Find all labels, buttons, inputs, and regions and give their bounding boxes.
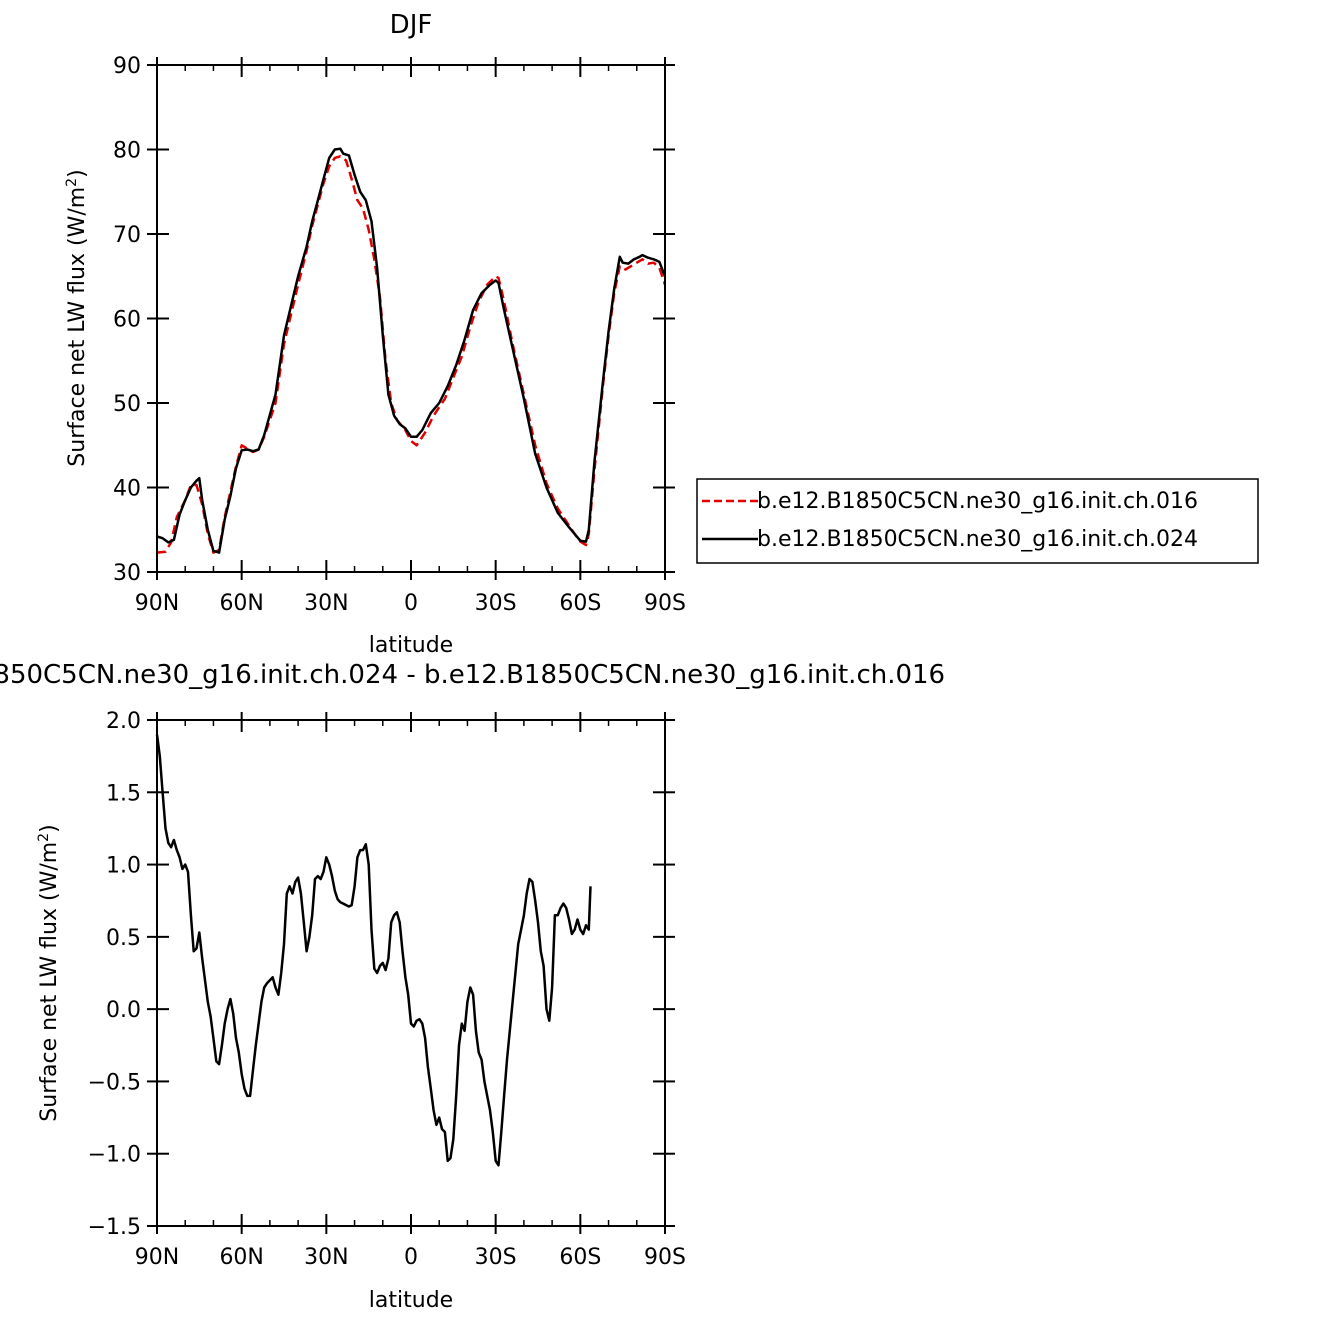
top-x-tick-label: 60S: [559, 591, 601, 616]
top-x-tick-label: 30S: [475, 591, 517, 616]
bottom-chart: b.e12.B1850C5CN.ne30_g16.init.ch.024 - b…: [0, 660, 945, 1313]
legend: b.e12.B1850C5CN.ne30_g16.init.ch.016 b.e…: [696, 478, 1259, 564]
bottom-chart-ylabel-sup: 2: [36, 833, 52, 842]
bottom-x-tick-label: 60N: [219, 1245, 263, 1270]
top-x-tick-label: 90S: [644, 591, 686, 616]
bottom-x-tick-label: 30S: [475, 1245, 517, 1270]
top-y-tick-label: 90: [113, 54, 141, 79]
bottom-chart-ylabel-main: Surface net LW flux (W/m: [37, 842, 62, 1122]
bottom-y-tick-label: 2.0: [106, 709, 141, 734]
top-chart-title: DJF: [390, 10, 433, 40]
bottom-chart-ylabel-close: ): [37, 824, 62, 833]
bottom-y-tick-label: −0.5: [88, 1070, 141, 1095]
top-chart-ylabel-sup: 2: [64, 178, 80, 187]
bottom-y-tick-label: 1.5: [106, 781, 141, 806]
legend-box: [696, 478, 1259, 564]
legend-entry-024: b.e12.B1850C5CN.ne30_g16.init.ch.024: [757, 527, 1198, 552]
top-x-tick-label: 30N: [304, 591, 348, 616]
top-chart-xlabel: latitude: [369, 633, 453, 658]
legend-entry-016: b.e12.B1850C5CN.ne30_g16.init.ch.016: [757, 489, 1198, 514]
top-chart-frame: [156, 64, 666, 573]
bottom-y-tick-label: −1.0: [88, 1143, 141, 1168]
top-series-line-1: [156, 147, 667, 554]
top-x-tick-label: 60N: [219, 591, 263, 616]
top-series-line-0: [156, 155, 667, 554]
top-y-tick-label: 80: [113, 139, 141, 164]
top-chart-ylabel: Surface net LW flux (W/m2): [64, 169, 90, 466]
top-x-tick-label: 90N: [135, 591, 179, 616]
bottom-chart-frame: [156, 719, 666, 1227]
top-chart: DJF 90N 60N 30N 0 30S 60S 90S 30 40 50 60 70 80 90 la…: [64, 10, 686, 658]
bottom-chart-title: b.e12.B1850C5CN.ne30_g16.init.ch.024 - b…: [0, 660, 945, 690]
top-chart-ylabel-main: Surface net LW flux (W/m: [65, 187, 90, 467]
top-y-tick-label: 40: [113, 477, 141, 502]
top-chart-ylabel-close: ): [65, 169, 90, 178]
top-y-tick-label: 30: [113, 561, 141, 586]
bottom-y-tick-label: −1.5: [88, 1215, 141, 1240]
bottom-y-tick-label: 1.0: [106, 854, 141, 879]
bottom-x-tick-label: 60S: [559, 1245, 601, 1270]
bottom-chart-xlabel: latitude: [369, 1288, 453, 1313]
bottom-x-tick-label: 30N: [304, 1245, 348, 1270]
bottom-series-line-0: [155, 734, 592, 1167]
bottom-x-tick-label: 90N: [135, 1245, 179, 1270]
top-y-tick-label: 50: [113, 392, 141, 417]
top-y-tick-label: 60: [113, 308, 141, 333]
bottom-y-tick-label: 0.0: [106, 998, 141, 1023]
bottom-y-tick-label: 0.5: [106, 926, 141, 951]
bottom-x-tick-label: 90S: [644, 1245, 686, 1270]
bottom-x-tick-label: 0: [404, 1245, 418, 1270]
bottom-chart-ylabel: Surface net LW flux (W/m2): [36, 824, 62, 1121]
top-y-tick-label: 70: [113, 223, 141, 248]
top-x-tick-label: 0: [404, 591, 418, 616]
